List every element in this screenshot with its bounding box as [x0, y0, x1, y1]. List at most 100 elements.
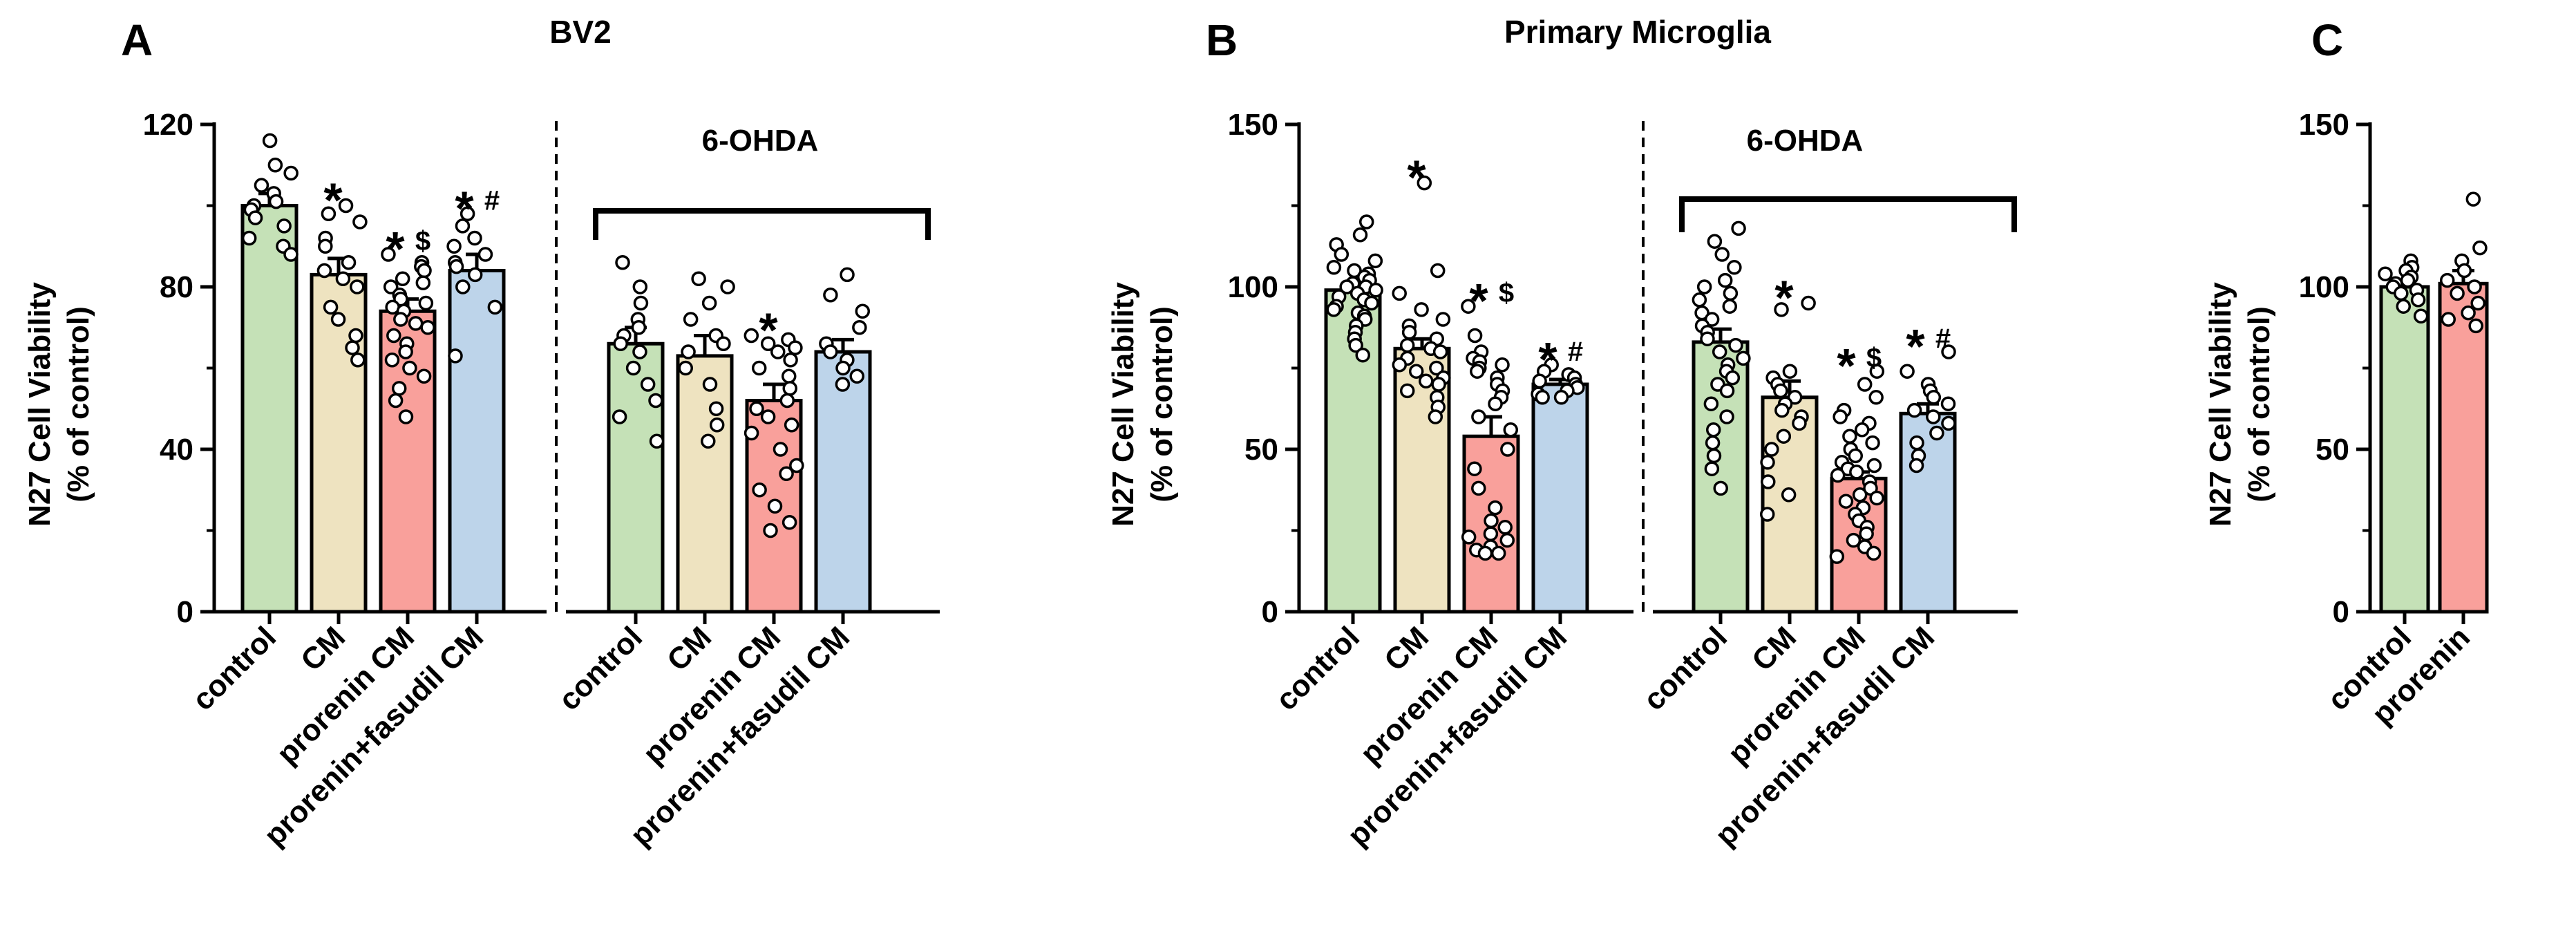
data-point	[1499, 532, 1515, 548]
group-label-6ohda: 6-OHDA	[702, 124, 819, 158]
data-point	[1490, 545, 1506, 561]
data-point	[783, 353, 798, 368]
data-point	[2467, 279, 2482, 294]
data-point	[1846, 532, 1862, 548]
x-tick-label: control	[186, 620, 283, 717]
data-point	[1535, 390, 1550, 405]
data-point	[1467, 328, 1483, 344]
data-point	[1500, 442, 1515, 457]
x-tick-label: control	[1269, 620, 1366, 717]
bar-group: *	[1759, 271, 1819, 614]
data-point	[455, 218, 471, 234]
axis-break	[1633, 608, 1653, 615]
data-point	[391, 381, 407, 396]
data-point	[1467, 461, 1482, 476]
significance-symbol: $	[1866, 343, 1882, 373]
data-point	[1705, 422, 1721, 438]
data-point	[1348, 337, 1363, 353]
data-point	[781, 368, 797, 384]
data-point	[1773, 383, 1788, 399]
bar	[240, 204, 299, 614]
panel-a-label: A	[121, 15, 153, 65]
data-point	[1339, 279, 1354, 294]
data-point	[1430, 263, 1446, 279]
data-point	[1471, 409, 1486, 424]
bar-group	[1692, 221, 1751, 614]
data-point	[849, 368, 864, 384]
data-point	[852, 320, 867, 335]
data-point	[283, 247, 299, 262]
significance-star: *	[1407, 151, 1426, 205]
data-point	[613, 336, 628, 351]
data-point	[2450, 285, 2465, 301]
data-point	[702, 377, 718, 392]
data-point	[1764, 442, 1779, 457]
data-point	[1364, 295, 1379, 311]
data-point	[767, 498, 783, 514]
data-point	[784, 418, 799, 433]
data-point	[1417, 175, 1432, 191]
data-point	[760, 336, 776, 351]
data-point	[1471, 480, 1486, 496]
data-point	[1866, 458, 1882, 473]
y-tick-label: 150	[2299, 108, 2349, 142]
data-point	[268, 194, 284, 209]
data-point	[823, 288, 838, 303]
data-point	[341, 255, 357, 270]
data-point	[1838, 494, 1854, 509]
data-point	[241, 230, 257, 246]
data-point	[1495, 357, 1510, 373]
data-point	[1700, 331, 1715, 346]
data-point	[709, 418, 725, 433]
bar-group	[607, 255, 665, 614]
data-point	[1869, 490, 1884, 506]
data-point	[455, 279, 471, 294]
data-point	[345, 340, 360, 355]
y-tick-label: 40	[160, 433, 193, 467]
data-point	[1399, 337, 1415, 353]
data-point	[701, 295, 717, 311]
data-point	[1731, 221, 1746, 236]
y-tick-label: 100	[1228, 270, 1278, 304]
data-point	[2456, 263, 2472, 279]
data-point	[1926, 390, 1942, 405]
data-point	[782, 381, 797, 396]
data-point	[416, 368, 432, 384]
y-axis-label: N27 Cell Viability	[2204, 282, 2237, 527]
significance-star: *	[759, 303, 778, 357]
data-point	[1866, 545, 1882, 561]
significance-star: *	[1538, 332, 1557, 386]
significance-star: *	[323, 173, 343, 227]
data-point	[1941, 415, 1956, 431]
data-point	[2461, 305, 2476, 321]
data-point	[633, 295, 649, 311]
data-point	[316, 263, 332, 279]
data-point	[782, 515, 797, 530]
bar-group: * #	[1899, 319, 1957, 614]
significance-star: *	[1469, 274, 1488, 328]
data-point	[2468, 318, 2483, 334]
data-point	[1801, 295, 1816, 311]
bar-group	[676, 271, 735, 614]
data-point	[1392, 285, 1407, 301]
data-point	[1326, 302, 1341, 317]
data-point	[1842, 429, 1857, 444]
data-point	[1712, 344, 1727, 359]
data-point	[352, 214, 368, 229]
data-point	[283, 165, 299, 181]
bar	[2438, 281, 2489, 614]
panel-c-ylabel: N27 Cell Viability (% of control)	[2204, 282, 2276, 527]
data-point	[2439, 272, 2455, 288]
data-point	[1326, 260, 1342, 275]
significance-symbol: $	[415, 226, 430, 256]
data-point	[1368, 282, 1383, 298]
data-point	[1477, 545, 1493, 561]
x-tick-label: CM	[1378, 620, 1435, 677]
data-point	[760, 409, 776, 424]
data-point	[1714, 247, 1730, 262]
data-point	[632, 344, 647, 359]
data-point	[1857, 377, 1873, 392]
bar	[448, 269, 506, 614]
x-tick-label: control	[552, 620, 649, 717]
data-point	[1940, 396, 1956, 411]
